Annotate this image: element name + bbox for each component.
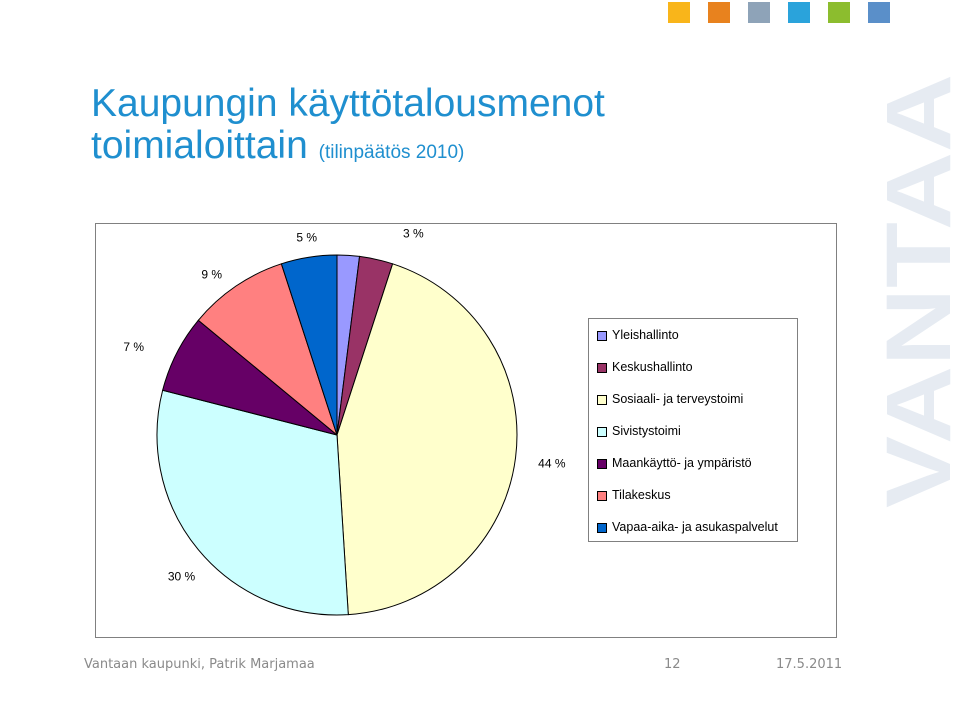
slice-percent-label: 30 % [168, 570, 196, 584]
legend-swatch [597, 395, 607, 405]
slice-percent-label: 2 % [351, 224, 372, 226]
brand-square [828, 2, 850, 23]
legend-swatch [597, 427, 607, 437]
slide-title: Kaupungin käyttötalousmenot toimialoitta… [91, 84, 605, 165]
legend-label: Yleishallinto [612, 328, 679, 342]
slice-percent-label: 44 % [538, 456, 566, 470]
legend-swatch [597, 523, 607, 533]
legend-label: Keskushallinto [612, 360, 693, 374]
legend-swatch [597, 459, 607, 469]
vantaa-watermark-logo: VANTAA [878, 74, 958, 508]
title-main: toimialoittain [91, 124, 308, 167]
legend-label: Sosiaali- ja terveystoimi [612, 392, 744, 406]
slice-percent-label: 9 % [201, 268, 222, 282]
footer-date: 17.5.2011 [776, 657, 843, 672]
pie-slice [156, 389, 349, 616]
brand-square [668, 2, 690, 23]
pie-chart: 2 % 3 % 44 % 30 % 7 % 9 % 5 % [123, 224, 566, 616]
brand-square [748, 2, 770, 23]
title-subtitle: (tilinpäätös 2010) [318, 142, 465, 163]
legend-label: Maankäyttö- ja ympäristö [612, 456, 752, 470]
svg-text:VANTAA: VANTAA [878, 74, 958, 508]
brand-square [868, 2, 890, 23]
legend-label: Tilakeskus [612, 488, 671, 502]
title-line-1: Kaupungin käyttötalousmenot [91, 82, 605, 125]
slice-percent-label: 3 % [403, 227, 424, 241]
legend-swatch [597, 363, 607, 373]
slice-percent-label: 7 % [123, 340, 144, 354]
slice-percent-label: 5 % [296, 230, 317, 244]
legend-label: Sivistystoimi [612, 424, 681, 438]
legend-swatch [597, 491, 607, 501]
footer-author: Vantaan kaupunki, Patrik Marjamaa [84, 657, 315, 672]
title-line-2: toimialoittain (tilinpäätös 2010) [91, 126, 605, 165]
legend-label: Vapaa-aika- ja asukaspalvelut [612, 520, 778, 534]
pie-slice [280, 254, 338, 436]
pie-slice [336, 263, 518, 616]
brand-square [708, 2, 730, 23]
chart-legend: Yleishallinto Keskushallinto Sosiaali- ja … [588, 318, 798, 542]
legend-swatch [597, 331, 607, 341]
brand-square [788, 2, 810, 23]
footer-page-number: 12 [664, 657, 681, 672]
pie-slice [197, 263, 339, 437]
